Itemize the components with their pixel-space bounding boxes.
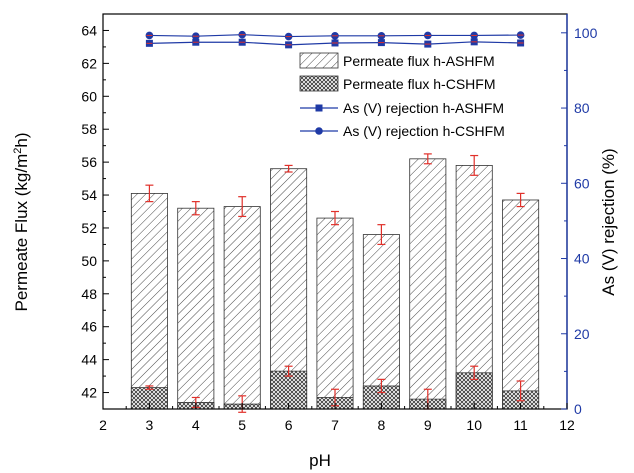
error-bar-cshfm-ph11 — [516, 380, 525, 402]
y-right-tick-label-20: 20 — [574, 326, 590, 342]
error-bar-ashfm-ph10 — [470, 154, 479, 176]
legend-swatch-ashfm-rejection — [300, 104, 338, 112]
error-bar-ashfm-ph6 — [284, 164, 293, 173]
x-tick-label-2: 2 — [99, 417, 107, 433]
legend-label-ashfm-flux: Permeate flux h-ASHFM — [343, 53, 495, 69]
bar-ashfm-ph4 — [177, 207, 215, 410]
error-bar-ashfm-ph7 — [331, 210, 339, 226]
y-right-tick-label-40: 40 — [574, 251, 590, 267]
bar-ashfm-ph9 — [409, 158, 447, 410]
y-right-tick-label-100: 100 — [574, 25, 598, 41]
x-tick-label-11: 11 — [513, 417, 528, 433]
bar-ashfm-ph11 — [502, 199, 540, 410]
y-left-tick-label-64: 64 — [81, 22, 97, 38]
x-tick-label-7: 7 — [331, 417, 339, 433]
x-tick-label-3: 3 — [146, 417, 154, 433]
legend-swatch-cshfm-rejection — [300, 127, 338, 135]
error-bar-ashfm-ph3 — [145, 184, 154, 203]
y-left-tick-label-56: 56 — [81, 154, 97, 170]
y-axis-left-label-tail: h) — [12, 132, 31, 147]
legend-swatch-ashfm-flux — [299, 52, 339, 69]
legend-label-cshfm-flux: Permeate flux h-CSHFM — [343, 76, 495, 92]
error-bar-cshfm-ph8 — [377, 378, 386, 394]
y-left-tick-label-54: 54 — [81, 187, 97, 203]
y-left-tick-label-58: 58 — [81, 121, 97, 137]
error-bar-ashfm-ph11 — [516, 192, 525, 208]
x-tick-label-8: 8 — [378, 417, 386, 433]
legend-label-ashfm-rejection: As (V) rejection h-ASHFM — [343, 100, 504, 116]
y-left-tick-label-50: 50 — [81, 253, 97, 269]
y-right-tick-label-0: 0 — [574, 401, 582, 417]
error-bar-ashfm-ph5 — [238, 196, 247, 218]
bar-ashfm-ph5 — [223, 206, 261, 410]
error-bar-cshfm-ph10 — [470, 365, 479, 380]
x-tick-label-9: 9 — [424, 417, 432, 433]
y-left-tick-label-48: 48 — [81, 286, 97, 302]
y-left-tick-label-42: 42 — [81, 385, 97, 401]
x-tick-label-12: 12 — [559, 417, 575, 433]
y-left-tick-label-46: 46 — [81, 319, 97, 335]
y-left-tick-label-52: 52 — [81, 220, 97, 236]
x-tick-label-10: 10 — [466, 417, 482, 433]
y-axis-left-label-main: Permeate Flux (kg/m — [12, 154, 31, 312]
x-tick-label-6: 6 — [285, 417, 293, 433]
error-bar-ashfm-ph4 — [191, 201, 200, 216]
error-bar-ashfm-ph8 — [377, 224, 386, 246]
y-left-tick-label-60: 60 — [81, 88, 97, 104]
y-left-tick-label-44: 44 — [81, 352, 97, 368]
y-right-tick-label-60: 60 — [574, 175, 590, 191]
error-bar-ashfm-ph9 — [423, 153, 432, 165]
bar-ashfm-ph7 — [316, 217, 354, 410]
x-axis-label: pH — [309, 451, 331, 470]
error-bar-cshfm-ph6 — [284, 365, 293, 377]
bar-cshfm-ph6 — [270, 370, 308, 410]
error-bar-cshfm-ph3 — [145, 385, 154, 390]
y-axis-left-label: Permeate Flux (kg/m2h) — [12, 132, 31, 311]
legend-label-cshfm-rejection: As (V) rejection h-CSHFM — [343, 123, 505, 139]
x-tick-label-4: 4 — [192, 417, 200, 433]
bar-ashfm-ph3 — [130, 192, 168, 410]
y-right-tick-label-80: 80 — [574, 100, 590, 116]
y-axis-right-label: As (V) rejection (%) — [599, 148, 618, 295]
x-tick-label-5: 5 — [238, 417, 246, 433]
legend-swatch-cshfm-flux — [299, 75, 339, 92]
y-axis-left-label-superscript: 2 — [12, 148, 24, 154]
y-left-tick-label-62: 62 — [81, 55, 97, 71]
